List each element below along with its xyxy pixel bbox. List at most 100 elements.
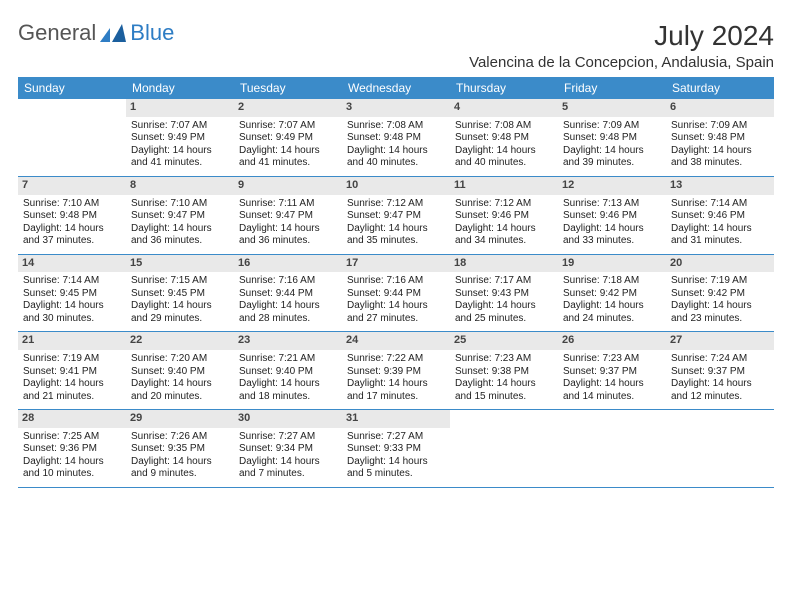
calendar-day-cell: 7Sunrise: 7:10 AMSunset: 9:48 PMDaylight… [18, 176, 126, 254]
calendar-day-cell: 15Sunrise: 7:15 AMSunset: 9:45 PMDayligh… [126, 254, 234, 332]
daylight-line: Daylight: 14 hours and 28 minutes. [239, 300, 337, 325]
day-number: 8 [126, 177, 234, 195]
day-number: 30 [234, 410, 342, 428]
calendar-day-cell: . [558, 410, 666, 488]
calendar-day-cell: 11Sunrise: 7:12 AMSunset: 9:46 PMDayligh… [450, 176, 558, 254]
calendar-day-cell: 20Sunrise: 7:19 AMSunset: 9:42 PMDayligh… [666, 254, 774, 332]
sunset-line: Sunset: 9:48 PM [455, 132, 553, 145]
sunset-line: Sunset: 9:49 PM [239, 132, 337, 145]
sunrise-line: Sunrise: 7:19 AM [671, 275, 769, 288]
brand-name-2: Blue [130, 20, 174, 46]
calendar-header: SundayMondayTuesdayWednesdayThursdayFrid… [18, 77, 774, 99]
sunrise-line: Sunrise: 7:21 AM [239, 353, 337, 366]
sunset-line: Sunset: 9:47 PM [239, 210, 337, 223]
sunrise-line: Sunrise: 7:07 AM [131, 120, 229, 133]
daylight-line: Daylight: 14 hours and 29 minutes. [131, 300, 229, 325]
day-number: 24 [342, 332, 450, 350]
daylight-line: Daylight: 14 hours and 18 minutes. [239, 378, 337, 403]
calendar-day-cell: 14Sunrise: 7:14 AMSunset: 9:45 PMDayligh… [18, 254, 126, 332]
daylight-line: Daylight: 14 hours and 10 minutes. [23, 456, 121, 481]
sunset-line: Sunset: 9:42 PM [671, 288, 769, 301]
calendar-day-cell: 16Sunrise: 7:16 AMSunset: 9:44 PMDayligh… [234, 254, 342, 332]
sunset-line: Sunset: 9:46 PM [563, 210, 661, 223]
calendar-day-cell: . [450, 410, 558, 488]
calendar-day-cell: 10Sunrise: 7:12 AMSunset: 9:47 PMDayligh… [342, 176, 450, 254]
day-number: 16 [234, 255, 342, 273]
sunrise-line: Sunrise: 7:27 AM [239, 431, 337, 444]
day-number: 22 [126, 332, 234, 350]
title-block: July 2024 Valencina de la Concepcion, An… [469, 20, 774, 71]
day-number: 25 [450, 332, 558, 350]
daylight-line: Daylight: 14 hours and 25 minutes. [455, 300, 553, 325]
day-number: 12 [558, 177, 666, 195]
sunrise-line: Sunrise: 7:26 AM [131, 431, 229, 444]
sunrise-line: Sunrise: 7:12 AM [347, 198, 445, 211]
sunset-line: Sunset: 9:47 PM [131, 210, 229, 223]
sunset-line: Sunset: 9:45 PM [131, 288, 229, 301]
daylight-line: Daylight: 14 hours and 41 minutes. [239, 145, 337, 170]
sunset-line: Sunset: 9:48 PM [563, 132, 661, 145]
sunrise-line: Sunrise: 7:09 AM [671, 120, 769, 133]
calendar-day-cell: 29Sunrise: 7:26 AMSunset: 9:35 PMDayligh… [126, 410, 234, 488]
page-title: July 2024 [469, 20, 774, 52]
daylight-line: Daylight: 14 hours and 35 minutes. [347, 223, 445, 248]
day-number: 5 [558, 99, 666, 117]
header: General Blue July 2024 Valencina de la C… [18, 20, 774, 71]
calendar-day-cell: 26Sunrise: 7:23 AMSunset: 9:37 PMDayligh… [558, 332, 666, 410]
calendar-table: SundayMondayTuesdayWednesdayThursdayFrid… [18, 77, 774, 488]
sunset-line: Sunset: 9:45 PM [23, 288, 121, 301]
sunset-line: Sunset: 9:40 PM [239, 366, 337, 379]
sunrise-line: Sunrise: 7:07 AM [239, 120, 337, 133]
calendar-week-row: 28Sunrise: 7:25 AMSunset: 9:36 PMDayligh… [18, 410, 774, 488]
sunrise-line: Sunrise: 7:18 AM [563, 275, 661, 288]
daylight-line: Daylight: 14 hours and 40 minutes. [347, 145, 445, 170]
sunset-line: Sunset: 9:46 PM [671, 210, 769, 223]
calendar-day-cell: 21Sunrise: 7:19 AMSunset: 9:41 PMDayligh… [18, 332, 126, 410]
daylight-line: Daylight: 14 hours and 41 minutes. [131, 145, 229, 170]
weekday-header: Friday [558, 77, 666, 99]
day-number: 28 [18, 410, 126, 428]
sunrise-line: Sunrise: 7:19 AM [23, 353, 121, 366]
calendar-day-cell: 4 Sunrise: 7:08 AMSunset: 9:48 PMDaylight… [450, 99, 558, 176]
weekday-header: Sunday [18, 77, 126, 99]
day-number: 2 [234, 99, 342, 117]
day-number: 18 [450, 255, 558, 273]
calendar-week-row: 7Sunrise: 7:10 AMSunset: 9:48 PMDaylight… [18, 176, 774, 254]
sunset-line: Sunset: 9:35 PM [131, 443, 229, 456]
daylight-line: Daylight: 14 hours and 30 minutes. [23, 300, 121, 325]
weekday-header: Tuesday [234, 77, 342, 99]
daylight-line: Daylight: 14 hours and 9 minutes. [131, 456, 229, 481]
daylight-line: Daylight: 14 hours and 39 minutes. [563, 145, 661, 170]
sunrise-line: Sunrise: 7:23 AM [455, 353, 553, 366]
day-number: 4 [450, 99, 558, 117]
sunrise-line: Sunrise: 7:08 AM [455, 120, 553, 133]
daylight-line: Daylight: 14 hours and 24 minutes. [563, 300, 661, 325]
daylight-line: Daylight: 14 hours and 27 minutes. [347, 300, 445, 325]
daylight-line: Daylight: 14 hours and 7 minutes. [239, 456, 337, 481]
day-number: 13 [666, 177, 774, 195]
day-number: 15 [126, 255, 234, 273]
day-number: 7 [18, 177, 126, 195]
day-number: 23 [234, 332, 342, 350]
weekday-header: Thursday [450, 77, 558, 99]
daylight-line: Daylight: 14 hours and 37 minutes. [23, 223, 121, 248]
sunrise-line: Sunrise: 7:16 AM [347, 275, 445, 288]
daylight-line: Daylight: 14 hours and 34 minutes. [455, 223, 553, 248]
sunset-line: Sunset: 9:47 PM [347, 210, 445, 223]
sunset-line: Sunset: 9:46 PM [455, 210, 553, 223]
sunset-line: Sunset: 9:34 PM [239, 443, 337, 456]
calendar-week-row: .1Sunrise: 7:07 AMSunset: 9:49 PMDayligh… [18, 99, 774, 176]
daylight-line: Daylight: 14 hours and 40 minutes. [455, 145, 553, 170]
daylight-line: Daylight: 14 hours and 14 minutes. [563, 378, 661, 403]
sunset-line: Sunset: 9:41 PM [23, 366, 121, 379]
calendar-day-cell: 30 Sunrise: 7:27 AMSunset: 9:34 PMDayligh… [234, 410, 342, 488]
calendar-day-cell: 24Sunrise: 7:22 AMSunset: 9:39 PMDayligh… [342, 332, 450, 410]
calendar-day-cell: . [18, 99, 126, 176]
sunset-line: Sunset: 9:42 PM [563, 288, 661, 301]
daylight-line: Daylight: 14 hours and 23 minutes. [671, 300, 769, 325]
weekday-header: Wednesday [342, 77, 450, 99]
sunrise-line: Sunrise: 7:17 AM [455, 275, 553, 288]
calendar-week-row: 21Sunrise: 7:19 AMSunset: 9:41 PMDayligh… [18, 332, 774, 410]
sunrise-line: Sunrise: 7:20 AM [131, 353, 229, 366]
sunset-line: Sunset: 9:33 PM [347, 443, 445, 456]
